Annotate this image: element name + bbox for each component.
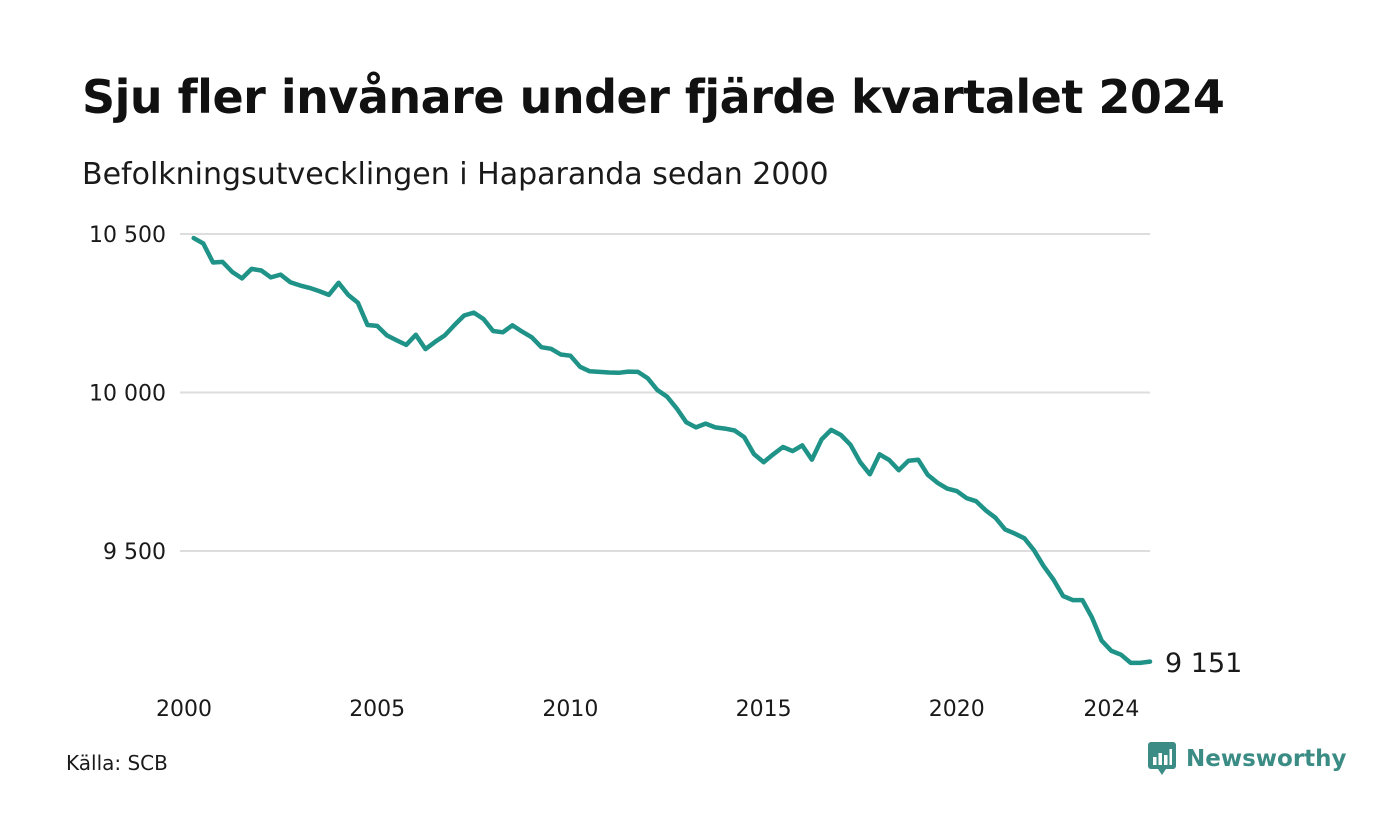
x-tick-label: 2020 <box>929 697 985 722</box>
source-note: Källa: SCB <box>66 751 168 775</box>
y-axis-ticks: 10 500 10 000 9 500 <box>89 223 166 565</box>
x-tick-label: 2000 <box>156 697 212 722</box>
brand-name: Newsworthy <box>1186 746 1347 772</box>
chart-title: Sju fler invånare under fjärde kvartalet… <box>82 70 1225 124</box>
gridlines <box>180 233 1150 552</box>
x-axis-ticks: 2000 2005 2010 2015 2020 2024 <box>156 697 1139 722</box>
y-tick-label: 10 000 <box>89 382 166 407</box>
y-tick-label: 10 500 <box>89 223 166 248</box>
last-value-label: 9 151 <box>1165 648 1242 679</box>
x-tick-label: 2005 <box>349 697 405 722</box>
brand-logo[interactable]: Newsworthy <box>1148 742 1347 776</box>
x-tick-label: 2024 <box>1083 697 1139 722</box>
x-tick-label: 2015 <box>736 697 792 722</box>
x-tick-label: 2010 <box>542 697 598 722</box>
chart-subtitle: Befolkningsutvecklingen i Haparanda seda… <box>82 157 829 192</box>
newsworthy-logo-icon <box>1148 742 1176 775</box>
population-series-line <box>191 235 1153 666</box>
y-tick-label: 9 500 <box>103 540 166 565</box>
